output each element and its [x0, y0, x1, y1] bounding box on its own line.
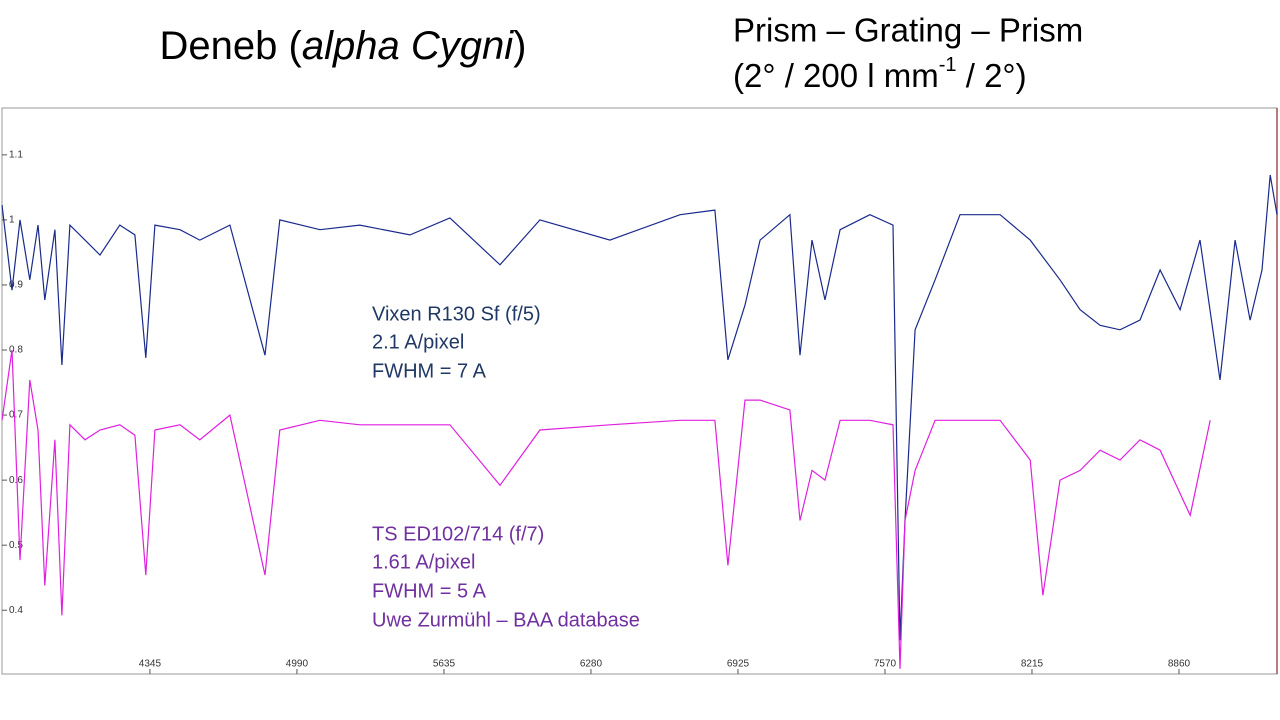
annotation: TS ED102/714 (f/7)	[372, 523, 544, 545]
plot-area: 4345 4990 5635 6280 6925 7570 8215 8860 1.1 1 0.9 0…	[1, 149, 1278, 674]
x-tick-label: 6280	[580, 659, 603, 670]
title-text: Deneb (	[160, 24, 303, 68]
plot-frame	[1, 107, 1278, 675]
x-tick-label: 4990	[286, 659, 309, 670]
x-tick-label: 5635	[433, 659, 456, 670]
title-text: )	[513, 24, 526, 68]
annotation: 1.61 A/pixel	[372, 551, 475, 573]
y-tick-label: 0.7	[9, 410, 23, 421]
y-tick-label: 0.5	[9, 540, 23, 551]
chart-title: Deneb (alpha Cygni)	[160, 24, 527, 68]
subtitle-text: (2° / 200 l mm	[733, 57, 939, 94]
title-italic: alpha Cygni	[302, 24, 514, 68]
x-tick-label: 8860	[1168, 659, 1191, 670]
spectrum-line	[1, 174, 1278, 641]
annotation: FWHM = 7 A	[372, 360, 487, 382]
annotation: Uwe Zurmühl – BAA database	[372, 609, 640, 631]
y-tick-label: 0.9	[9, 280, 23, 291]
y-tick-label: 1.1	[9, 149, 23, 160]
x-tick-label: 4345	[139, 659, 162, 670]
y-tick-label: 0.6	[9, 475, 23, 486]
spectrum-line	[1, 349, 1211, 669]
superscript: -1	[939, 54, 957, 76]
x-tick-label: 8215	[1021, 659, 1044, 670]
subtitle: Prism – Grating – Prism	[733, 12, 1083, 49]
y-tick-label: 1	[9, 215, 15, 226]
x-tick-label: 6925	[727, 659, 750, 670]
annotation: Vixen R130 Sf (f/5)	[372, 303, 541, 325]
subtitle-text: / 2°)	[957, 57, 1027, 94]
y-tick-label: 0.8	[9, 345, 23, 356]
y-tick-label: 0.4	[9, 605, 23, 616]
annotation: 2.1 A/pixel	[372, 331, 464, 353]
x-tick-label: 7570	[874, 659, 897, 670]
annotation: FWHM = 5 A	[372, 580, 487, 602]
subtitle: (2° / 200 l mm-1 / 2°)	[733, 54, 1027, 93]
